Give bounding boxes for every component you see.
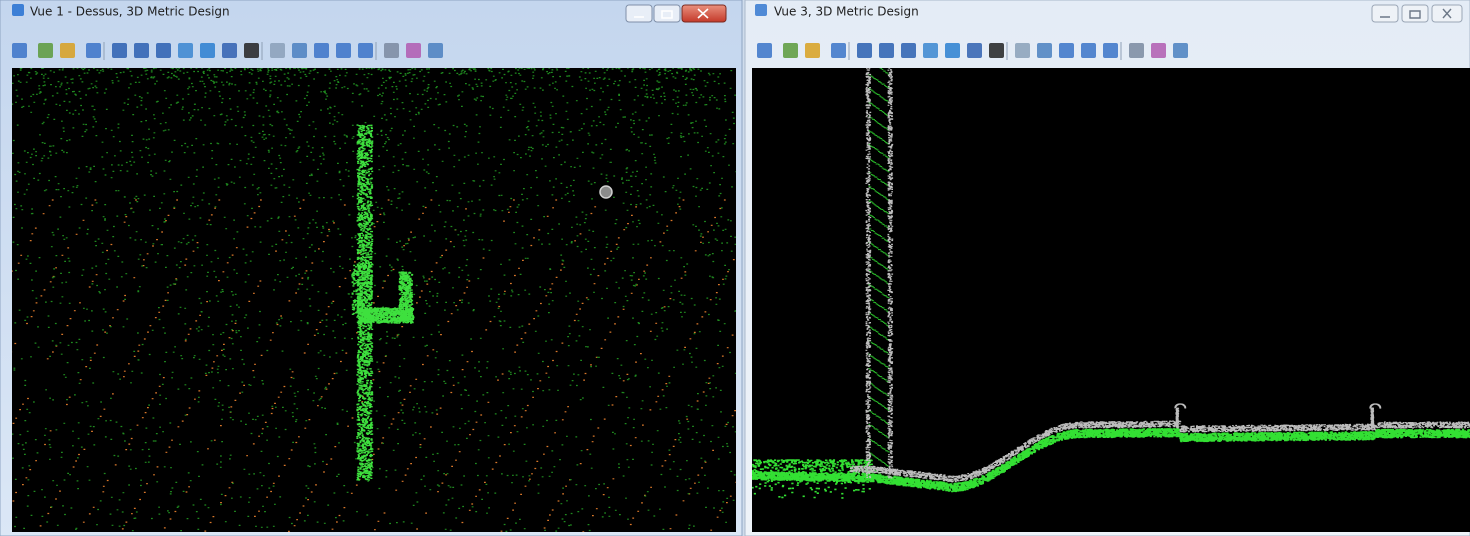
toolbar-button[interactable]	[1129, 43, 1144, 58]
window-button-glyphs	[1380, 8, 1452, 19]
toolbar-button[interactable]	[1037, 43, 1052, 58]
window-icon	[755, 4, 767, 16]
toolbar-button[interactable]	[60, 43, 75, 58]
toolbar-button[interactable]	[1103, 43, 1118, 58]
toolbar-button[interactable]	[244, 43, 259, 58]
points	[351, 124, 415, 481]
window-title: Vue 3, 3D Metric Design	[774, 5, 919, 19]
cursor	[599, 185, 613, 199]
toolbar-button[interactable]	[923, 43, 938, 58]
window-icon	[12, 4, 24, 16]
toolbar-button[interactable]	[336, 43, 351, 58]
toolbar-button[interactable]	[384, 43, 399, 58]
toolbar-button[interactable]	[112, 43, 127, 58]
toolbar-button[interactable]	[757, 43, 772, 58]
maximize-button[interactable]	[1401, 4, 1429, 23]
toolbar-button[interactable]	[989, 43, 1004, 58]
point-cloud	[12, 68, 736, 532]
toolbar-button[interactable]	[200, 43, 215, 58]
toolbars	[12, 42, 1188, 60]
toolbar-button[interactable]	[38, 43, 53, 58]
toolbar-button[interactable]	[406, 43, 421, 58]
toolbar-button[interactable]	[314, 43, 329, 58]
toolbar-button[interactable]	[901, 43, 916, 58]
toolbar-button[interactable]	[857, 43, 872, 58]
point-cloud	[752, 68, 1470, 499]
toolbar-button[interactable]	[156, 43, 171, 58]
toolbar-button[interactable]	[178, 43, 193, 58]
toolbar-button[interactable]	[1151, 43, 1166, 58]
toolbar-button[interactable]	[270, 43, 285, 58]
toolbar-button[interactable]	[12, 43, 27, 58]
points	[12, 68, 736, 532]
toolbar-button[interactable]	[945, 43, 960, 58]
toolbar-button[interactable]	[967, 43, 982, 58]
points	[12, 199, 736, 532]
toolbar-button[interactable]	[86, 43, 101, 58]
toolbar-button[interactable]	[1015, 43, 1030, 58]
points	[752, 427, 1470, 499]
toolbar-button[interactable]	[358, 43, 373, 58]
toolbar-button[interactable]	[805, 43, 820, 58]
window-title: Vue 1 - Dessus, 3D Metric Design	[30, 5, 230, 19]
toolbar-button[interactable]	[428, 43, 443, 58]
points	[849, 68, 1470, 483]
toolbar-button[interactable]	[831, 43, 846, 58]
toolbar-button[interactable]	[1059, 43, 1074, 58]
maximize-button[interactable]	[653, 4, 681, 23]
minimize-button[interactable]	[1371, 4, 1399, 23]
toolbar-button[interactable]	[1081, 43, 1096, 58]
toolbar-button[interactable]	[783, 43, 798, 58]
toolbar-button[interactable]	[292, 43, 307, 58]
toolbar-button[interactable]	[222, 43, 237, 58]
window-button-glyphs	[634, 8, 709, 19]
minimize-button[interactable]	[625, 4, 653, 23]
toolbar-button[interactable]	[1173, 43, 1188, 58]
toolbar-button[interactable]	[879, 43, 894, 58]
toolbar-button[interactable]	[134, 43, 149, 58]
